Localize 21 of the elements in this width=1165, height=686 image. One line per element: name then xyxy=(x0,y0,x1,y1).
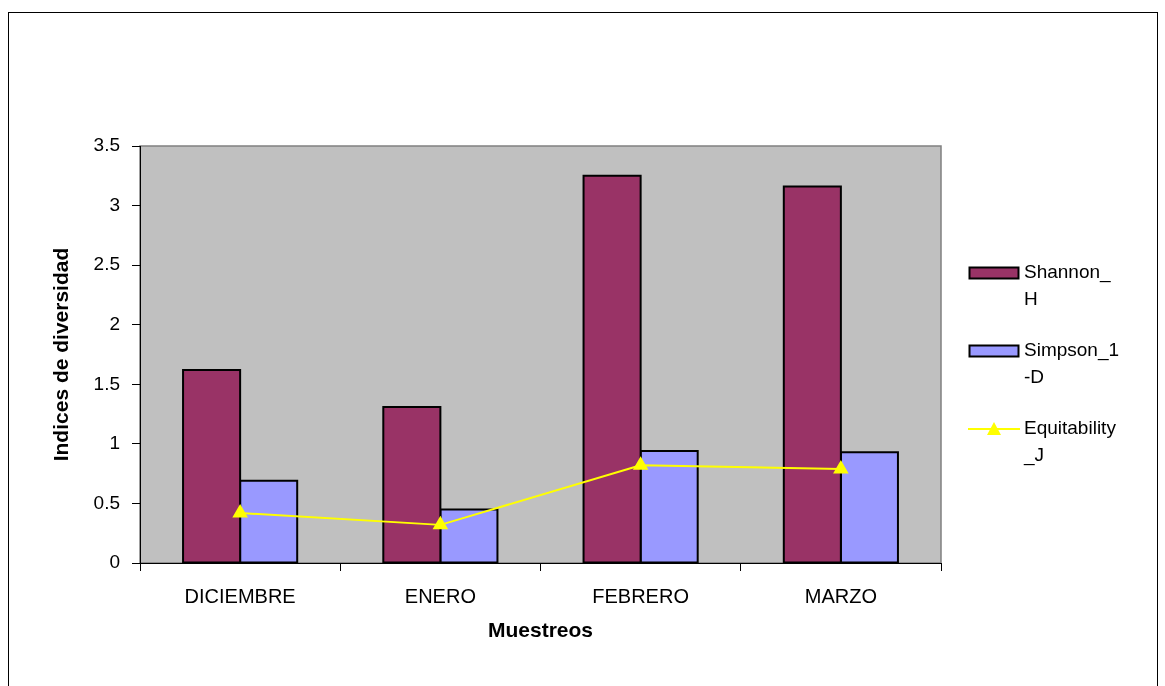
y-tick-label: 2 xyxy=(109,312,120,334)
point xyxy=(433,516,448,530)
y-tick-label: 1 xyxy=(109,432,120,454)
legend-label: Shannon_H xyxy=(1024,260,1112,311)
y-tick-label: 2.5 xyxy=(93,253,120,275)
x-tick-label: ENERO xyxy=(404,584,476,607)
legend-label: Simpson_1-D xyxy=(1024,338,1121,389)
y-tick-label: 0 xyxy=(109,551,120,573)
y-tick-label: 0.5 xyxy=(93,491,120,513)
x-tick-label: FEBRERO xyxy=(592,584,689,607)
point xyxy=(233,504,248,518)
x-tick-label: DICIEMBRE xyxy=(184,584,296,607)
y-axis-title: Indices de diversidad xyxy=(49,247,73,462)
y-tick-label: 1.5 xyxy=(93,372,120,394)
x-tick-label: MARZO xyxy=(804,584,877,607)
legend-label: Equitability_J xyxy=(1024,416,1117,468)
point xyxy=(633,457,648,470)
y-tick-label: 3.5 xyxy=(93,134,120,156)
y-tick-label: 3 xyxy=(109,193,120,215)
x-axis-title: Muestreos xyxy=(487,618,594,642)
point xyxy=(833,460,848,474)
